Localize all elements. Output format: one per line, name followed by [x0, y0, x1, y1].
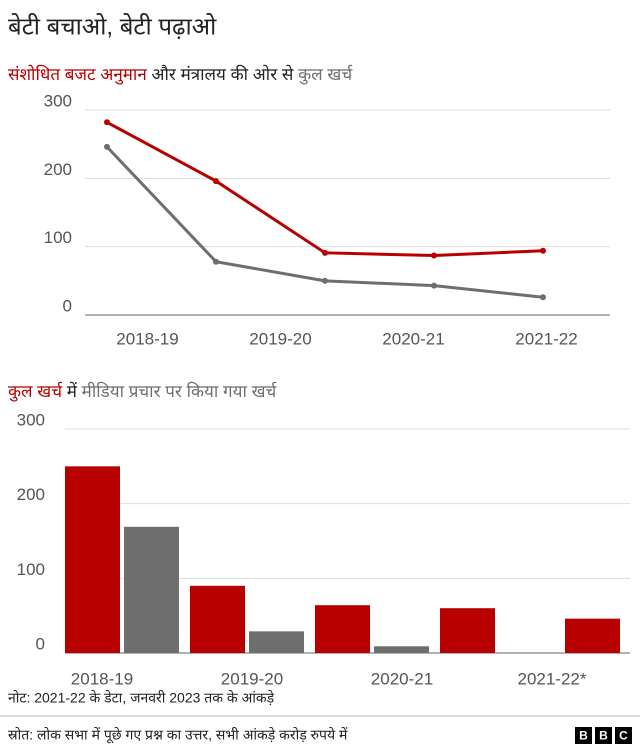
point — [322, 249, 328, 256]
x-tick-label: 2021-22 — [515, 329, 577, 348]
subtitle-series: कुल खर्च — [8, 381, 63, 402]
y-tick-label: 200 — [17, 485, 45, 504]
bar — [65, 466, 120, 653]
x-tick-label: 2020-21 — [382, 329, 444, 348]
subtitle-series: मीडिया प्रचार पर किया गया खर्च — [82, 381, 278, 401]
bar — [374, 646, 429, 653]
logo-letter: B — [599, 729, 608, 743]
y-tick-label: 100 — [44, 228, 72, 247]
x-tick-label: 2018-19 — [116, 329, 178, 348]
x-tick-label: 2018-19 — [71, 669, 133, 688]
logo-box — [615, 727, 632, 744]
bar — [249, 631, 304, 653]
bar — [315, 605, 370, 653]
subtitle-text: और मंत्रालय की ओर से — [152, 64, 294, 84]
x-tick-label: 2019-20 — [221, 669, 283, 688]
y-tick-label: 0 — [63, 296, 72, 315]
bar — [124, 526, 179, 653]
subtitle: संशोधित बजट अनुमान और मंत्रालय की ओर से … — [8, 64, 353, 85]
point — [104, 119, 110, 126]
y-tick-label: 300 — [17, 410, 45, 429]
point — [540, 247, 546, 254]
source: स्रोत: लोक सभा में पूछे गए प्रश्न का उत्… — [8, 727, 348, 744]
bar — [565, 618, 620, 653]
subtitle-text: में — [67, 381, 78, 401]
point — [431, 252, 437, 259]
y-tick-label: 300 — [44, 91, 72, 110]
note: नोट: 2021-22 के डेटा, जनवरी 2023 तक के आ… — [8, 690, 275, 706]
x-tick-label: 2021-22* — [517, 669, 586, 688]
point — [213, 178, 219, 185]
point — [540, 294, 546, 301]
bar — [440, 608, 495, 653]
logo-box — [575, 727, 592, 744]
point — [213, 258, 219, 265]
y-tick-label: 200 — [44, 160, 72, 179]
subtitle-series: कुल खर्च — [298, 64, 353, 85]
logo-box — [595, 727, 612, 744]
y-tick-label: 100 — [17, 560, 45, 579]
subtitle-series: संशोधित बजट अनुमान — [8, 64, 147, 85]
chart-title: बेटी बचाओ, बेटी पढ़ाओ — [8, 12, 217, 40]
x-tick-label: 2019-20 — [249, 329, 311, 348]
y-tick-label: 0 — [36, 634, 45, 653]
logo-letter: B — [579, 729, 588, 743]
x-tick-label: 2020-21 — [371, 669, 433, 688]
subtitle: कुल खर्च में मीडिया प्रचार पर किया गया ख… — [8, 381, 277, 402]
logo-letter: C — [619, 729, 628, 743]
point — [104, 143, 110, 150]
point — [322, 277, 328, 284]
point — [431, 282, 437, 289]
bar — [190, 585, 245, 653]
